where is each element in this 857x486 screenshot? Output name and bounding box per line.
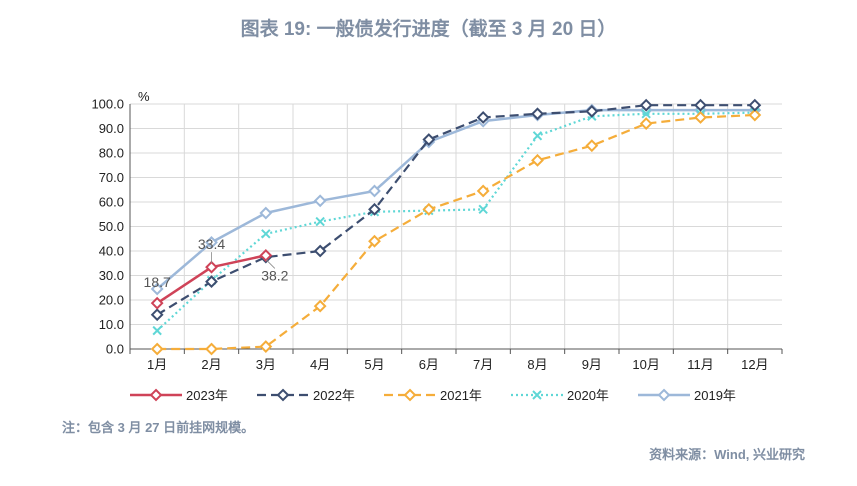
footnote: 注：包含 3 月 27 日前挂网规模。 [62,420,255,435]
data-point-2022年 [150,308,164,322]
x-tick-label: 7月 [473,357,493,372]
legend-marker-2021年 [403,388,417,402]
data-label: 38.2 [261,267,288,283]
data-point-2020年 [315,216,325,227]
legend-label: 2021年 [440,388,482,403]
legend-label: 2019年 [694,388,736,403]
data-point-2019年 [150,282,164,296]
data-point-2019年 [368,184,381,198]
data-point-2021年 [313,299,327,313]
y-tick-label: 80.0 [99,146,124,161]
data-point-2022年 [422,133,436,146]
x-tick-label: 3月 [256,357,276,372]
data-point-2022年 [639,98,653,112]
data-point-2022年 [476,111,490,124]
data-point-2023年 [150,296,164,310]
y-tick-label: 100.0 [91,97,124,112]
data-point-2021年 [368,234,381,248]
series-line-2021年 [157,113,755,351]
line-chart: 0.0 10.0 20.0 30.0 40.0 50.0 60.0 70.0 80.0 90.0 1… [91,89,783,403]
x-tick-label: 4月 [310,357,330,372]
legend-label: 2022年 [313,388,355,403]
legend-label: 2023年 [186,388,228,403]
data-point-2020年 [261,229,271,239]
data-point-2021年 [422,202,436,216]
data-point-2019年 [313,194,327,208]
data-label: 33.4 [198,236,225,252]
y-tick-label: 50.0 [99,219,124,234]
data-point-2021年 [585,139,599,153]
data-label: 18.7 [144,274,171,290]
chart-title: 图表 19: 一般债发行进度（截至 3 月 20 日） [240,19,617,40]
data-point-2022年 [531,107,544,121]
legend-marker-2020年 [532,390,542,400]
x-tick-label: 12月 [741,357,768,372]
data-point-2021年 [476,184,490,198]
x-tick-label: 6月 [419,357,439,372]
legend-marker-2019年 [657,388,671,402]
annotation-leader [265,259,276,269]
x-tick-label: 8月 [527,357,547,372]
y-tick-label: 90.0 [99,121,124,136]
data-point-2021年 [748,108,762,122]
data-point-2021年 [150,342,164,356]
y-tick-label: 30.0 [99,268,124,283]
data-point-2019年 [259,206,273,220]
data-point-2019年 [205,236,218,249]
y-axis-label: % [138,89,150,104]
data-point-2020年 [478,204,488,215]
legend-label: 2020年 [567,388,609,403]
x-tick-label: 2月 [201,357,221,372]
y-tick-label: 20.0 [99,293,124,308]
legend-marker-2022年 [276,388,290,402]
data-point-2022年 [694,98,707,112]
data-point-2021年 [639,117,653,131]
data-point-2021年 [531,153,544,167]
x-tick-label: 1月 [147,357,167,372]
y-tick-label: 70.0 [99,170,124,185]
data-point-2021年 [205,342,218,356]
data-point-2020年 [152,325,162,336]
data-point-2022年 [368,202,381,216]
source-note: 资料来源：Wind, 兴业研究 [649,447,805,462]
data-point-2022年 [205,275,218,289]
legend-marker-2023年 [149,388,163,402]
x-tick-label: 5月 [364,357,384,372]
y-tick-label: 40.0 [99,244,124,259]
data-point-2022年 [585,104,599,118]
data-point-2022年 [313,244,327,258]
y-tick-label: 10.0 [99,317,124,332]
data-point-2020年 [532,131,543,141]
series-line-2022年 [156,104,755,316]
data-point-2022年 [748,98,762,112]
series-line-2019年 [156,108,755,290]
x-tick-label: 10月 [632,357,659,372]
data-point-2021年 [694,111,707,124]
data-point-2023年 [259,248,273,262]
x-tick-label: 9月 [582,357,602,372]
y-tick-label: 60.0 [99,195,124,210]
x-tick-label: 11月 [687,357,714,372]
data-point-2023年 [205,260,218,274]
y-tick-label: 0.0 [106,342,124,357]
data-point-2021年 [259,340,273,353]
data-point-2020年 [641,109,651,119]
